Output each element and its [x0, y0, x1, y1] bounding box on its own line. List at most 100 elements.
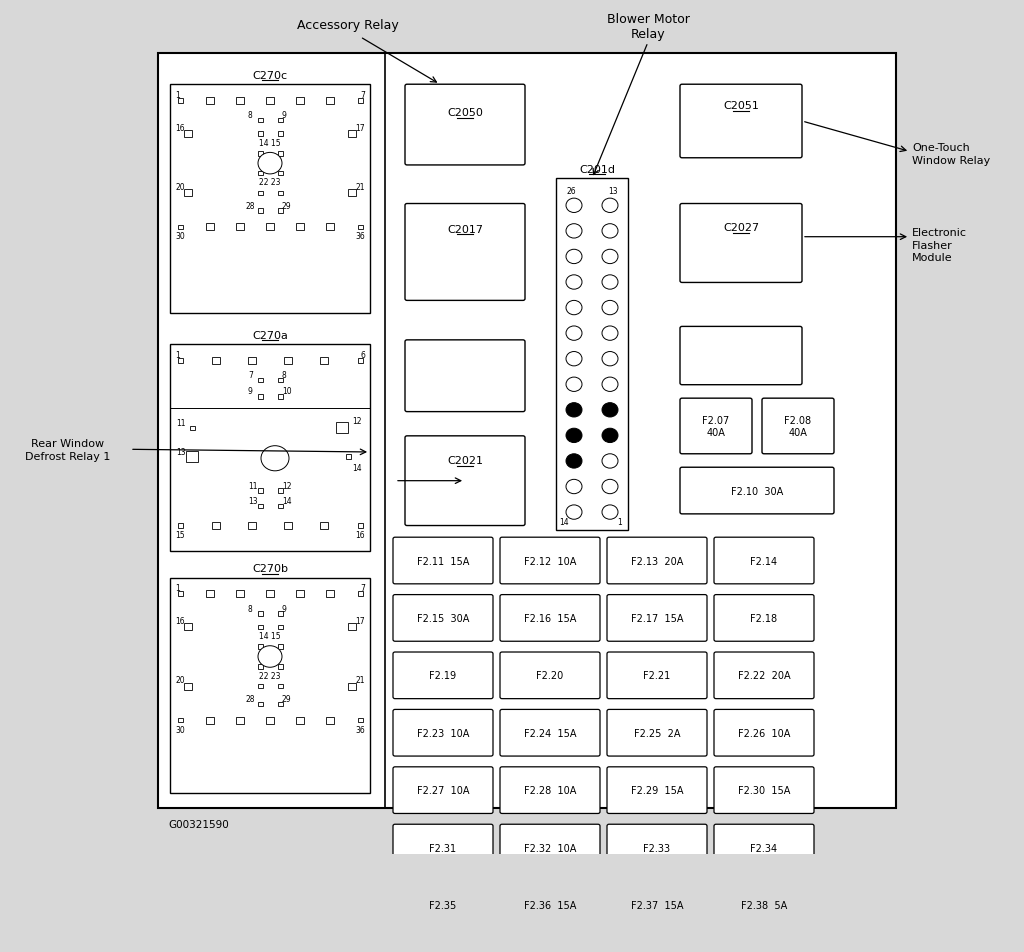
Bar	[257, 379, 262, 383]
Circle shape	[261, 446, 289, 471]
Text: F2.29  15A: F2.29 15A	[631, 785, 683, 795]
Text: C270b: C270b	[252, 564, 288, 573]
Text: 28: 28	[246, 694, 256, 704]
FancyBboxPatch shape	[714, 709, 814, 756]
FancyBboxPatch shape	[680, 205, 802, 283]
Text: Defrost Relay 1: Defrost Relay 1	[26, 452, 111, 462]
FancyBboxPatch shape	[500, 824, 600, 871]
Bar	[184, 624, 193, 631]
Circle shape	[602, 480, 618, 494]
FancyBboxPatch shape	[607, 595, 707, 642]
FancyBboxPatch shape	[500, 882, 600, 928]
FancyBboxPatch shape	[607, 538, 707, 585]
Bar	[326, 98, 334, 105]
Bar	[357, 592, 362, 596]
Text: F2.33: F2.33	[643, 843, 671, 853]
Bar	[257, 645, 262, 649]
Text: 9: 9	[282, 111, 287, 120]
Circle shape	[566, 327, 582, 341]
Bar	[170, 85, 370, 313]
Bar	[357, 226, 362, 229]
Bar	[278, 664, 283, 669]
FancyBboxPatch shape	[500, 939, 600, 952]
FancyBboxPatch shape	[680, 85, 802, 159]
Text: 17: 17	[355, 124, 365, 132]
Text: 16: 16	[355, 530, 365, 540]
Text: 14: 14	[559, 517, 568, 526]
Text: 8: 8	[282, 371, 287, 380]
Bar	[177, 592, 182, 596]
FancyBboxPatch shape	[393, 767, 493, 814]
Text: C2027: C2027	[723, 223, 759, 233]
Text: F2.07
40A: F2.07 40A	[702, 416, 730, 437]
Bar	[357, 524, 362, 528]
Text: C2050: C2050	[447, 109, 483, 118]
Bar	[278, 171, 283, 176]
FancyBboxPatch shape	[393, 538, 493, 585]
Circle shape	[602, 225, 618, 239]
Bar	[257, 611, 262, 616]
Text: Accessory Relay: Accessory Relay	[297, 19, 399, 31]
FancyBboxPatch shape	[406, 205, 525, 301]
Text: 1: 1	[175, 584, 180, 592]
Text: 11: 11	[248, 481, 257, 490]
FancyBboxPatch shape	[607, 767, 707, 814]
Text: 7: 7	[248, 371, 253, 380]
Bar	[326, 224, 334, 231]
Text: 21: 21	[355, 183, 365, 191]
Text: F2.13  20A: F2.13 20A	[631, 556, 683, 565]
Text: Blower Motor: Blower Motor	[606, 13, 689, 27]
Bar	[319, 523, 328, 529]
Text: G00321590: G00321590	[168, 820, 228, 829]
FancyBboxPatch shape	[714, 939, 814, 952]
Text: 13: 13	[176, 447, 185, 456]
Bar	[278, 379, 283, 383]
Bar	[278, 488, 283, 493]
Text: Window Relay: Window Relay	[912, 155, 990, 166]
Bar	[278, 611, 283, 616]
FancyBboxPatch shape	[393, 824, 493, 871]
Bar	[236, 98, 244, 105]
Bar	[266, 590, 274, 598]
Bar	[345, 455, 350, 459]
Text: 8: 8	[248, 111, 253, 120]
Circle shape	[602, 199, 618, 213]
Text: 16: 16	[175, 124, 184, 132]
Bar	[296, 717, 304, 724]
Text: 13: 13	[248, 496, 258, 506]
Bar	[357, 718, 362, 723]
Text: 1: 1	[617, 517, 623, 526]
Bar	[257, 191, 262, 196]
Text: 13: 13	[608, 188, 617, 196]
Circle shape	[602, 301, 618, 315]
Text: F2.15  30A: F2.15 30A	[417, 613, 469, 624]
Text: 14 15: 14 15	[259, 139, 281, 148]
Text: F2.26  10A: F2.26 10A	[738, 728, 791, 738]
Text: F2.35: F2.35	[429, 900, 457, 910]
Bar	[348, 190, 356, 197]
Text: 16: 16	[175, 617, 184, 625]
Bar	[357, 99, 362, 104]
FancyBboxPatch shape	[393, 709, 493, 756]
Bar	[348, 130, 356, 138]
Text: 29: 29	[282, 694, 292, 704]
Text: 15: 15	[175, 530, 184, 540]
Text: 10: 10	[282, 387, 292, 396]
FancyBboxPatch shape	[607, 652, 707, 699]
Bar	[184, 683, 193, 690]
Text: 29: 29	[282, 202, 292, 210]
Text: F2.19: F2.19	[429, 670, 457, 681]
Circle shape	[566, 301, 582, 315]
Bar	[257, 702, 262, 706]
FancyBboxPatch shape	[500, 538, 600, 585]
Text: 9: 9	[282, 604, 287, 613]
FancyBboxPatch shape	[393, 652, 493, 699]
Circle shape	[566, 275, 582, 289]
Circle shape	[602, 428, 618, 443]
Text: 14: 14	[282, 496, 292, 506]
Text: 26: 26	[566, 188, 575, 196]
Text: C2051: C2051	[723, 101, 759, 111]
Text: 14 15: 14 15	[259, 632, 281, 641]
Text: 22 23: 22 23	[259, 178, 281, 188]
Bar	[257, 625, 262, 629]
